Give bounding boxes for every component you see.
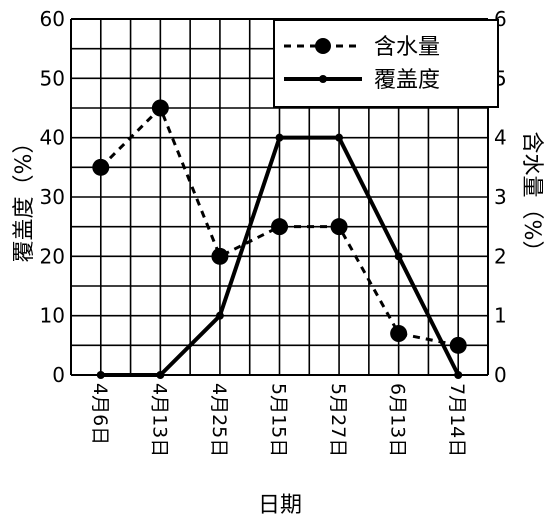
x-tick-label: 5月15日 (268, 383, 290, 457)
data-point-coverage (335, 133, 344, 142)
left-tick-label: 60 (40, 7, 65, 31)
data-point-coverage (275, 133, 284, 142)
data-point-coverage (96, 371, 105, 379)
left-tick-label: 20 (40, 244, 65, 268)
data-point-moisture (271, 218, 288, 236)
data-point-moisture (449, 336, 467, 354)
right-tick-label: 0 (494, 363, 507, 387)
x-tick-label: 4月13日 (148, 383, 170, 457)
left-axis-title: 覆盖度（%） (12, 132, 37, 263)
legend-moisture-label: 含水量 (374, 35, 440, 60)
data-point-moisture (92, 158, 110, 176)
left-tick-label: 50 (40, 66, 65, 90)
x-tick-label: 6月13日 (387, 383, 409, 457)
left-tick-label: 40 (40, 126, 65, 150)
data-point-moisture (151, 99, 169, 117)
series-points (92, 99, 467, 379)
x-axis-title: 日期 (258, 493, 302, 518)
right-tick-label: 1 (494, 304, 507, 328)
data-point-coverage (454, 371, 463, 379)
right-tick-label: 3 (494, 185, 507, 209)
x-axis-ticks: 4月6日 4月13日 4月25日 5月15日 5月27日 6月13日 7月14日 (89, 383, 468, 457)
data-point-moisture (211, 247, 229, 265)
legend-box (273, 19, 499, 108)
legend-coverage-label: 覆盖度 (374, 68, 440, 93)
legend-coverage-marker (319, 75, 327, 83)
left-tick-label: 30 (40, 185, 65, 209)
data-point-coverage (215, 311, 224, 320)
left-tick-label: 10 (40, 304, 65, 328)
x-tick-label: 7月14日 (446, 383, 468, 457)
x-tick-label: 4月6日 (89, 383, 111, 445)
data-point-coverage (156, 371, 165, 379)
right-tick-label: 4 (494, 126, 507, 150)
grid (70, 18, 489, 376)
x-tick-label: 5月27日 (327, 383, 349, 457)
legend: 含水量 覆盖度 (273, 19, 499, 108)
right-tick-label: 2 (494, 244, 507, 268)
left-axis-ticks: 0 10 20 30 40 50 60 (40, 7, 65, 387)
data-point-coverage (394, 252, 403, 261)
data-point-moisture (330, 218, 348, 236)
legend-moisture-marker (315, 38, 331, 54)
left-tick-label: 0 (52, 363, 65, 387)
right-axis-title: 含水量（%） (519, 132, 544, 263)
data-point-moisture (390, 324, 408, 342)
x-tick-label: 4月25日 (208, 383, 230, 457)
